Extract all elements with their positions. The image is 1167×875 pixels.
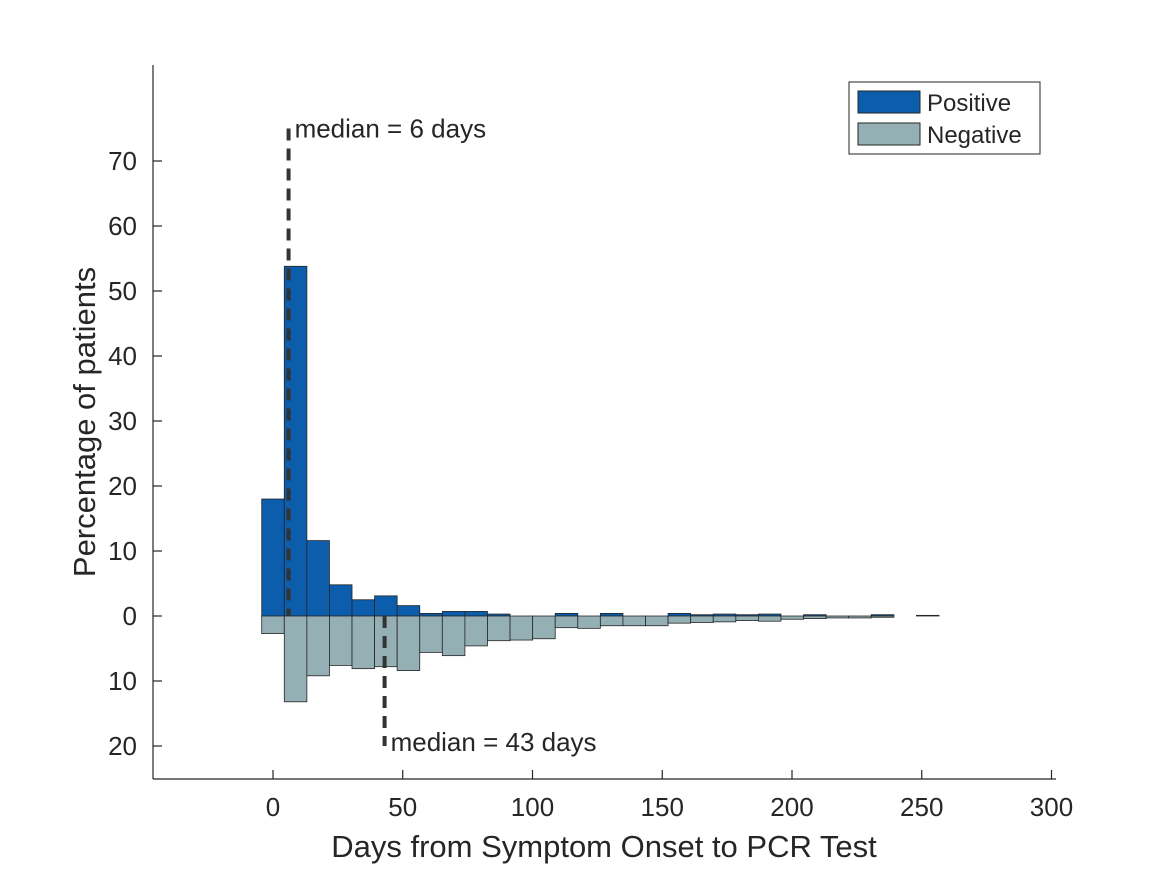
median-lines-layer: median = 6 days median = 43 days	[286, 114, 597, 757]
bar-negative	[509, 615, 534, 641]
legend-label-positive: Positive	[927, 90, 1011, 117]
y-tick-label: 0	[123, 601, 137, 631]
bar-positive	[329, 584, 353, 617]
bar-negative	[554, 615, 579, 629]
bar-negative	[690, 615, 714, 623]
y-tick-label: 30	[108, 406, 137, 436]
bar-positive	[464, 611, 488, 617]
median-positive-label: median = 6 days	[295, 114, 487, 144]
y-axis-label: Percentage of patients	[67, 267, 102, 577]
x-tick-label: 250	[900, 792, 943, 822]
y-tick-label: 50	[108, 276, 137, 306]
bar-negative	[261, 615, 285, 634]
x-tick-label: 50	[388, 792, 417, 822]
bar-negative	[667, 615, 692, 624]
x-tick-label: 0	[266, 792, 280, 822]
bar-negative	[577, 615, 601, 629]
bar-negative	[622, 615, 646, 627]
x-tick-label: 100	[511, 792, 554, 822]
x-tick-label: 150	[641, 792, 684, 822]
bar-negative	[825, 615, 850, 619]
bar-positive	[306, 540, 330, 617]
bar-negative	[757, 615, 782, 622]
bar-negative	[306, 615, 330, 677]
bar-negative	[419, 615, 443, 653]
bar-negative	[464, 615, 488, 647]
bar-negative	[712, 615, 737, 623]
x-tick-label: 200	[770, 792, 813, 822]
bar-negative	[351, 615, 375, 670]
bar-negative	[329, 615, 353, 666]
bar-positive	[441, 611, 466, 617]
bar-negative	[283, 615, 308, 703]
bars-layer	[261, 265, 940, 703]
bar-negative	[848, 615, 872, 619]
bar-negative	[735, 615, 759, 621]
bar-negative	[487, 615, 511, 642]
y-tick-label: 20	[108, 731, 137, 761]
y-tick-label: 60	[108, 211, 137, 241]
y-tick-label: 20	[108, 471, 137, 501]
legend-swatch-positive	[857, 90, 921, 114]
bar-positive	[351, 599, 375, 617]
bar-negative	[396, 615, 421, 671]
y-tick-label: 70	[108, 146, 137, 176]
legend-label-negative: Negative	[927, 122, 1022, 149]
bar-negative	[803, 615, 827, 619]
legend-swatch-negative	[857, 122, 921, 146]
y-tick-label: 10	[108, 666, 137, 696]
bar-negative	[441, 615, 466, 657]
y-tick-label: 10	[108, 536, 137, 566]
bar-negative	[599, 615, 624, 627]
legend: Positive Negative	[848, 81, 1041, 155]
y-tick-label: 40	[108, 341, 137, 371]
bar-negative	[532, 615, 556, 640]
bar-negative	[645, 615, 669, 627]
bar-negative	[780, 615, 804, 620]
bar-positive	[374, 595, 398, 617]
bar-positive	[261, 498, 285, 617]
bar-positive	[396, 605, 421, 617]
median-negative-label: median = 43 days	[391, 727, 597, 757]
x-axis-label: Days from Symptom Onset to PCR Test	[331, 829, 877, 864]
bar-negative	[870, 615, 895, 618]
x-tick-label: 300	[1030, 792, 1073, 822]
bar-positive	[916, 614, 940, 617]
